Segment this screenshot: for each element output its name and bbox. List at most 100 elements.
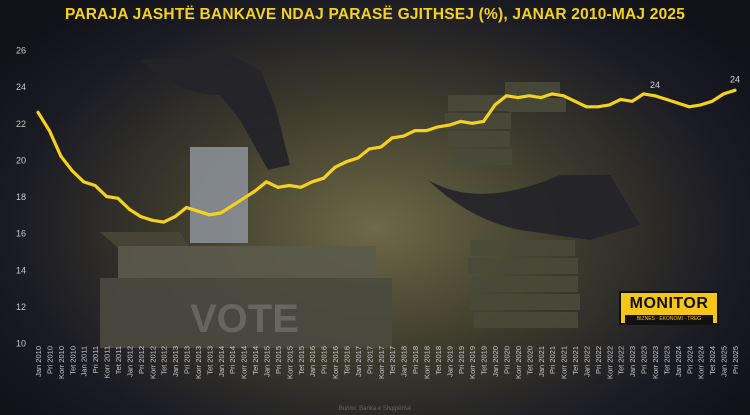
data-point: [676, 101, 680, 105]
x-tick-label: Korr 2012: [148, 346, 157, 379]
ballot-box: VOTE: [100, 147, 392, 348]
data-point: [367, 147, 371, 151]
data-point: [504, 94, 508, 98]
y-tick-label: 10: [16, 339, 26, 349]
y-tick-label: 22: [16, 119, 26, 129]
x-tick-label: Korr 2015: [285, 346, 294, 379]
data-point: [733, 88, 737, 92]
x-tick-label: Jan 2018: [400, 346, 409, 377]
x-tick-label: Korr 2024: [697, 346, 706, 379]
data-point: [550, 92, 554, 96]
data-point: [642, 92, 646, 96]
x-tick-label: Pri 2024: [685, 346, 694, 374]
y-tick-label: 16: [16, 229, 26, 239]
data-point: [539, 96, 543, 100]
data-point: [482, 119, 486, 123]
data-point: [630, 99, 634, 103]
data-point: [139, 215, 143, 219]
data-point: [413, 129, 417, 133]
x-tick-label: Tet 2012: [160, 346, 169, 375]
y-tick-label: 12: [16, 302, 26, 312]
x-tick-label: Korr 2019: [468, 346, 477, 379]
data-point: [710, 99, 714, 103]
data-point: [127, 207, 131, 211]
x-tick-label: Pri 2018: [411, 346, 420, 374]
data-point: [116, 196, 120, 200]
x-tick-label: Korr 2013: [194, 346, 203, 379]
data-point: [82, 180, 86, 184]
x-tick-label: Pri 2016: [320, 346, 329, 374]
data-point: [185, 205, 189, 209]
x-tick-label: Jan 2012: [125, 346, 134, 377]
x-tick-label: Jan 2022: [582, 346, 591, 377]
data-point: [653, 94, 657, 98]
hand-silhouette: [428, 175, 640, 240]
data-point: [276, 185, 280, 189]
x-tick-label: Korr 2016: [331, 346, 340, 379]
x-tick-label: Korr 2014: [240, 346, 249, 379]
data-point: [493, 103, 497, 107]
x-tick-label: Pri 2015: [274, 346, 283, 374]
data-point: [699, 103, 703, 107]
x-tick-label: Jan 2016: [308, 346, 317, 377]
data-point: [584, 105, 588, 109]
data-point: [70, 169, 74, 173]
data-point: [230, 204, 234, 208]
data-point: [596, 105, 600, 109]
x-tick-label: Korr 2022: [605, 346, 614, 379]
data-point: [150, 218, 154, 222]
x-tick-label: Pri 2017: [365, 346, 374, 374]
data-point: [219, 211, 223, 215]
x-tick-label: Tet 2020: [525, 346, 534, 375]
x-tick-label: Jan 2017: [354, 346, 363, 377]
data-point: [470, 121, 474, 125]
x-tick-label: Tet 2014: [251, 346, 260, 375]
x-tick-label: Pri 2023: [640, 346, 649, 374]
x-tick-label: Tet 2010: [68, 346, 77, 375]
x-tick-label: Pri 2025: [731, 346, 740, 374]
data-point: [162, 220, 166, 224]
x-tick-label: Tet 2019: [480, 346, 489, 375]
data-point: [105, 195, 109, 198]
data-point: [93, 184, 97, 188]
data-point: [345, 160, 349, 164]
data-point: [47, 129, 51, 133]
data-point: [424, 129, 428, 133]
data-point: [299, 185, 303, 189]
data-point: [356, 156, 360, 160]
data-point: [687, 105, 691, 109]
data-label: 24: [730, 74, 740, 84]
x-tick-label: Tet 2015: [297, 346, 306, 375]
y-tick-label: 14: [16, 265, 26, 275]
y-tick-label: 26: [16, 46, 26, 56]
data-point: [402, 134, 406, 138]
data-point: [619, 97, 623, 101]
x-tick-label: Tet 2024: [708, 346, 717, 375]
x-tick-label: Tet 2023: [662, 346, 671, 375]
data-point: [59, 154, 63, 158]
x-tick-label: Korr 2018: [422, 346, 431, 379]
data-point: [196, 209, 200, 213]
x-tick-label: Jan 2014: [217, 346, 226, 377]
x-tick-label: Korr 2023: [651, 346, 660, 379]
x-tick-label: Korr 2017: [377, 346, 386, 379]
series-line: [36, 88, 737, 224]
x-tick-label: Korr 2011: [103, 346, 112, 378]
x-tick-label: Tet 2018: [434, 346, 443, 375]
x-tick-label: Jan 2021: [537, 346, 546, 377]
hand-silhouette-top: [140, 55, 290, 170]
x-tick-label: Tet 2013: [205, 346, 214, 375]
x-tick-label: Korr 2021: [560, 346, 569, 379]
x-tick-label: Pri 2020: [502, 346, 511, 374]
x-tick-label: Pri 2014: [228, 346, 237, 374]
logo-name: MONITOR: [629, 295, 709, 312]
vote-text: VOTE: [190, 297, 299, 341]
data-point: [36, 110, 40, 114]
monitor-logo: MONITOR BIZNES · EKONOMI · TREG: [619, 291, 719, 325]
data-point: [436, 125, 440, 129]
x-tick-label: Pri 2013: [183, 346, 192, 374]
data-point: [562, 94, 566, 98]
data-point: [459, 119, 463, 123]
data-point: [722, 92, 726, 96]
data-point: [265, 180, 269, 184]
